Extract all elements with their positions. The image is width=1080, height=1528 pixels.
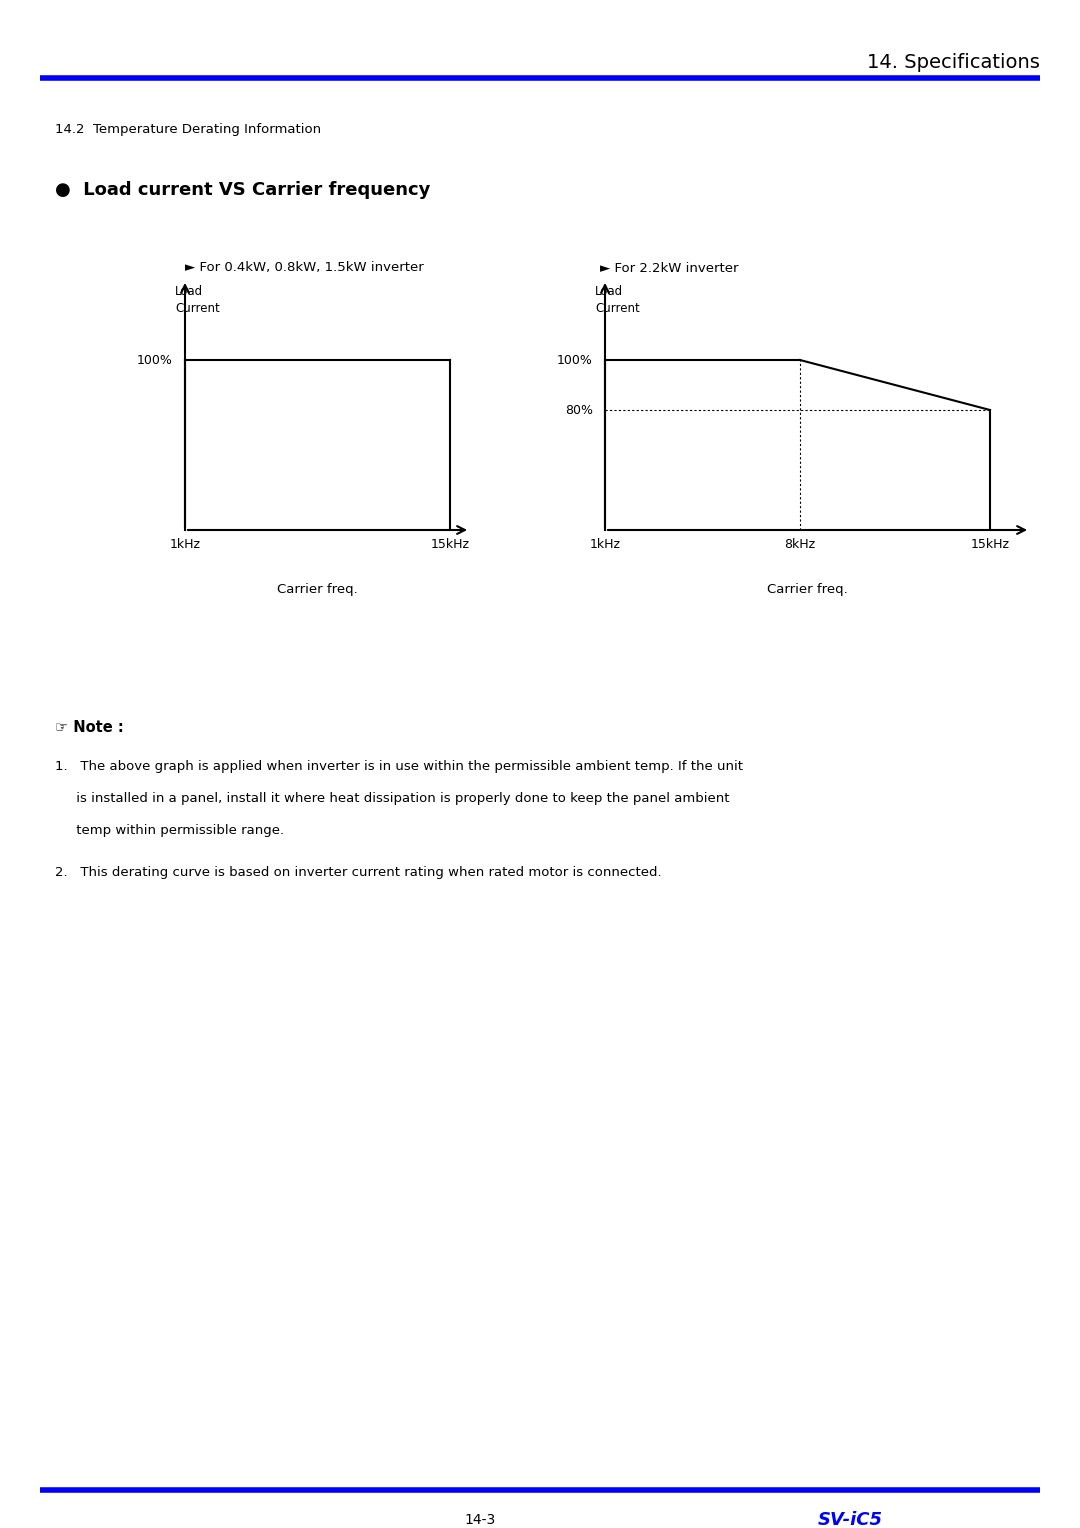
Text: 100%: 100% bbox=[137, 353, 173, 367]
Text: 14. Specifications: 14. Specifications bbox=[867, 52, 1040, 72]
Text: 8kHz: 8kHz bbox=[784, 538, 815, 552]
Text: 100%: 100% bbox=[557, 353, 593, 367]
Text: ► For 0.4kW, 0.8kW, 1.5kW inverter: ► For 0.4kW, 0.8kW, 1.5kW inverter bbox=[185, 261, 423, 275]
Text: ☞ Note :: ☞ Note : bbox=[55, 720, 124, 735]
Text: Load
Current: Load Current bbox=[175, 286, 219, 315]
Text: ●  Load current VS Carrier frequency: ● Load current VS Carrier frequency bbox=[55, 180, 430, 199]
Text: 2.   This derating curve is based on inverter current rating when rated motor is: 2. This derating curve is based on inver… bbox=[55, 866, 662, 879]
Text: Load
Current: Load Current bbox=[595, 286, 639, 315]
Text: 80%: 80% bbox=[565, 403, 593, 417]
Text: SV-iC5: SV-iC5 bbox=[818, 1511, 882, 1528]
Text: 1kHz: 1kHz bbox=[170, 538, 201, 552]
Text: 14.2  Temperature Derating Information: 14.2 Temperature Derating Information bbox=[55, 124, 321, 136]
Text: ► For 2.2kW inverter: ► For 2.2kW inverter bbox=[600, 261, 739, 275]
Text: 14-3: 14-3 bbox=[464, 1513, 496, 1526]
Text: is installed in a panel, install it where heat dissipation is properly done to k: is installed in a panel, install it wher… bbox=[55, 792, 729, 805]
Text: Carrier freq.: Carrier freq. bbox=[276, 584, 357, 596]
Text: 1.   The above graph is applied when inverter is in use within the permissible a: 1. The above graph is applied when inver… bbox=[55, 759, 743, 773]
Text: Carrier freq.: Carrier freq. bbox=[767, 584, 848, 596]
Text: temp within permissible range.: temp within permissible range. bbox=[55, 824, 284, 837]
Text: 1kHz: 1kHz bbox=[590, 538, 621, 552]
Text: 15kHz: 15kHz bbox=[431, 538, 470, 552]
Text: 15kHz: 15kHz bbox=[971, 538, 1010, 552]
